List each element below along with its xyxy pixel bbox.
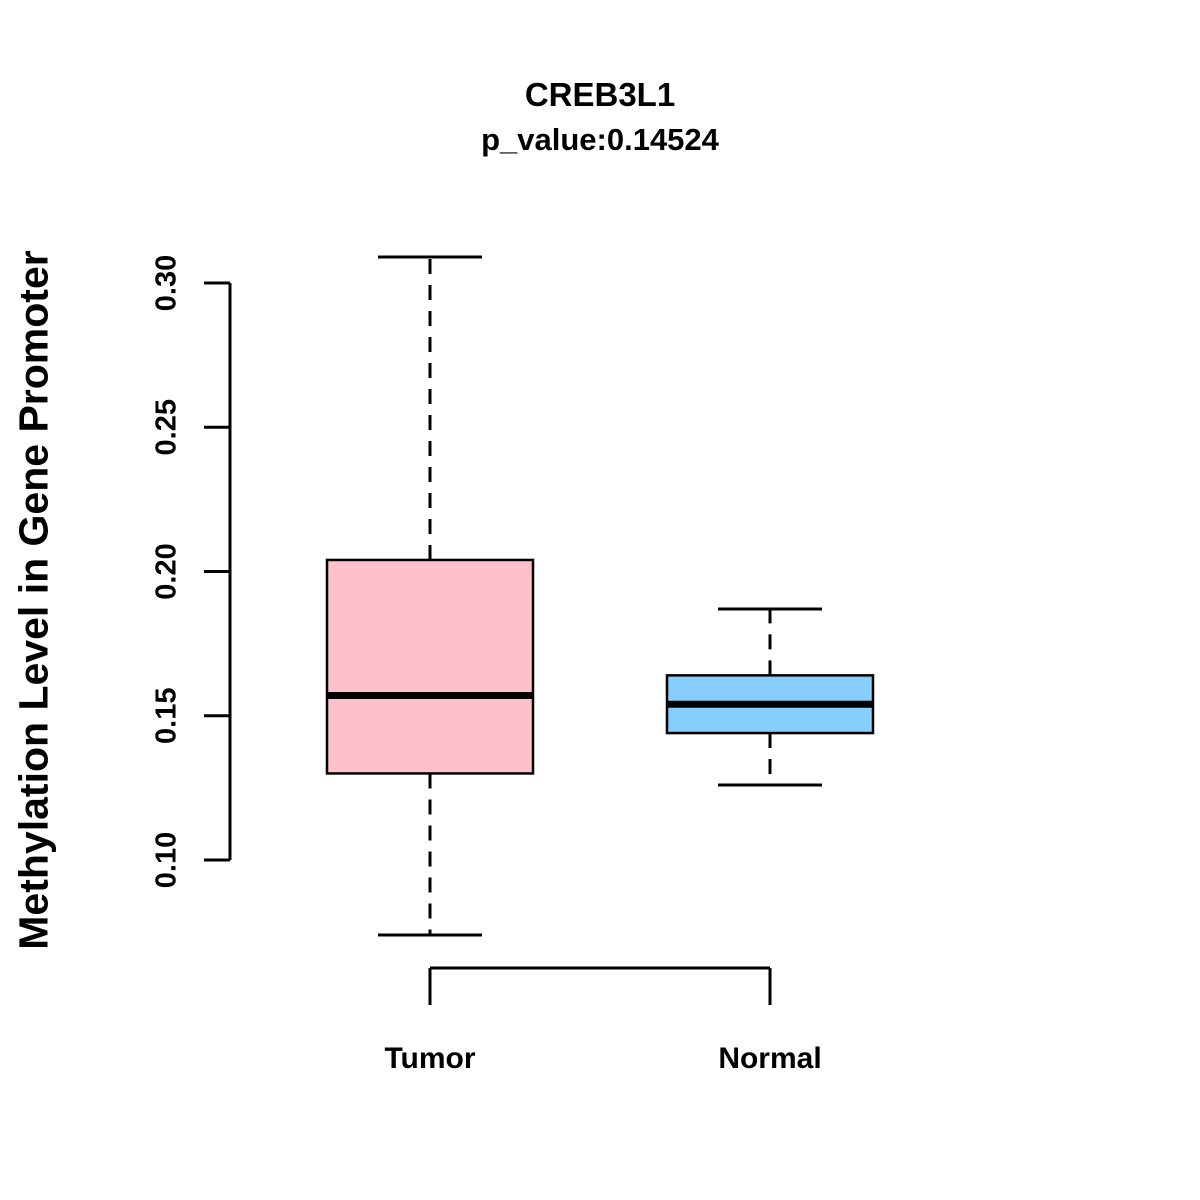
y-tick-label: 0.15 xyxy=(151,688,183,744)
y-tick-label: 0.25 xyxy=(151,399,183,455)
category-label-tumor: Tumor xyxy=(384,1042,475,1075)
y-tick-label: 0.20 xyxy=(151,543,183,599)
category-label-normal: Normal xyxy=(718,1042,821,1075)
y-tick-label: 0.10 xyxy=(151,832,183,888)
plot-title: CREB3L1 xyxy=(524,76,676,113)
y-tick-label: 0.30 xyxy=(151,255,183,311)
plot-subtitle: p_value:0.14524 xyxy=(481,122,719,157)
box-tumor xyxy=(325,558,535,775)
